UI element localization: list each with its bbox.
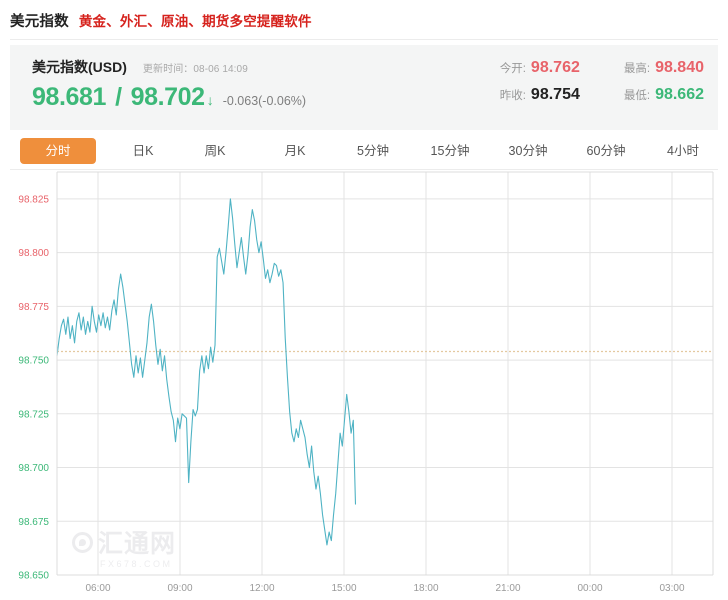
stat-low-label: 最低:: [623, 90, 651, 102]
tab-daily-k[interactable]: 日K: [132, 144, 154, 158]
stat-open-value: 98.762: [530, 59, 580, 76]
chart-x-axis-labels: 06:00 09:00 12:00 15:00 18:00 21:00 00:00 03:00: [85, 583, 684, 594]
tab-60min[interactable]: 60分钟: [586, 144, 626, 158]
svg-text:98.775: 98.775: [18, 302, 49, 313]
svg-text:98.700: 98.700: [18, 463, 49, 474]
quote-panel: 美元指数(USD) 更新时间：08-06 14:09 98.681 / 98.7…: [10, 45, 718, 130]
tab-5min[interactable]: 5分钟: [357, 144, 389, 158]
quote-stats-grid: 今开: 98.762 最高: 98.840 昨收: 98.754 最低: 98.…: [500, 59, 704, 104]
svg-text:98.675: 98.675: [18, 517, 49, 528]
direction-down-icon: ↓: [206, 92, 214, 108]
price-chart-svg[interactable]: 98.650 98.675 98.700 98.725 98.750 98.775 98.8…: [0, 170, 728, 600]
quote-price-row: 98.681 / 98.702 ↓ -0.063(-0.06%): [32, 83, 306, 112]
svg-text:98.750: 98.750: [18, 356, 49, 367]
stat-prev-close: 昨收: 98.754: [500, 86, 580, 104]
stat-prev-close-label: 昨收:: [499, 90, 526, 102]
svg-text:03:00: 03:00: [659, 583, 684, 594]
tab-30min[interactable]: 30分钟: [508, 144, 548, 158]
timeframe-tabbar[interactable]: 分时 日K 周K 月K 5分钟 15分钟 30分钟 60分钟 4小时: [10, 138, 718, 168]
tab-monthly-k[interactable]: 月K: [284, 144, 306, 158]
svg-text:09:00: 09:00: [167, 583, 192, 594]
stat-low: 最低: 98.662: [624, 86, 704, 104]
svg-text:98.825: 98.825: [18, 194, 49, 205]
chart-series: [56, 198, 357, 546]
price-separator: /: [115, 83, 122, 111]
instrument-name: 美元指数(USD): [32, 59, 127, 75]
svg-text:12:00: 12:00: [249, 583, 274, 594]
svg-text:00:00: 00:00: [577, 583, 602, 594]
update-time-value: 08-06 14:09: [193, 64, 248, 75]
ask-price: 98.702: [130, 83, 205, 111]
svg-text:98.800: 98.800: [18, 248, 49, 259]
stat-high-label: 最高:: [623, 63, 651, 75]
svg-text:18:00: 18:00: [413, 583, 438, 594]
svg-text:15:00: 15:00: [331, 583, 356, 594]
tab-intraday[interactable]: 分时: [20, 138, 96, 164]
price-change: -0.063(-0.06%): [222, 94, 307, 108]
stat-open-label: 今开:: [499, 63, 526, 75]
page-header: 美元指数 黄金、外汇、原油、期货多空提醒软件: [0, 0, 728, 40]
svg-text:06:00: 06:00: [85, 583, 110, 594]
header-divider: [10, 39, 718, 40]
stat-prev-close-value: 98.754: [530, 86, 580, 103]
stat-high: 最高: 98.840: [624, 59, 704, 77]
tab-15min[interactable]: 15分钟: [430, 144, 470, 158]
chart-frame: [56, 171, 714, 576]
tab-4hour[interactable]: 4小时: [667, 144, 699, 158]
chart-y-axis-labels: 98.650 98.675 98.700 98.725 98.750 98.775 98.8…: [18, 194, 49, 581]
svg-text:21:00: 21:00: [495, 583, 520, 594]
update-time: 更新时间：08-06 14:09: [143, 60, 248, 75]
svg-text:98.725: 98.725: [18, 409, 49, 420]
stat-high-value: 98.840: [655, 59, 704, 76]
svg-text:98.650: 98.650: [18, 571, 49, 582]
tab-weekly-k[interactable]: 周K: [204, 144, 226, 158]
quote-name-row: 美元指数(USD) 更新时间：08-06 14:09: [32, 57, 306, 77]
bid-price: 98.681: [32, 83, 107, 111]
stat-open: 今开: 98.762: [500, 59, 580, 77]
update-time-label: 更新时间：: [142, 64, 194, 75]
quote-primary-block: 美元指数(USD) 更新时间：08-06 14:09 98.681 / 98.7…: [32, 57, 306, 112]
price-chart[interactable]: 98.650 98.675 98.700 98.725 98.750 98.775 98.8…: [0, 170, 728, 600]
page-subtitle-promo: 黄金、外汇、原油、期货多空提醒软件: [78, 14, 312, 29]
tabbar-divider: [10, 169, 718, 170]
page-title: 美元指数: [10, 13, 69, 30]
chart-grid: [57, 172, 713, 576]
stat-low-value: 98.662: [655, 86, 704, 103]
